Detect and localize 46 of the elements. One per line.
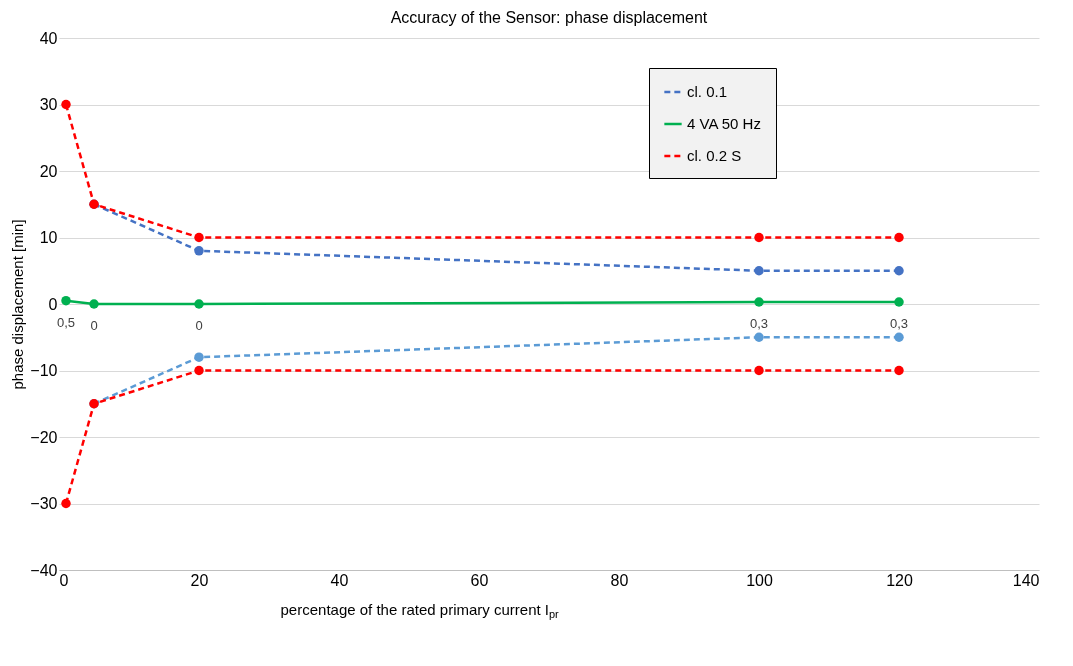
point xyxy=(894,266,904,276)
y-tick-label: −40 xyxy=(30,561,58,579)
point xyxy=(89,299,99,309)
legend-label: cl. 0.2 S xyxy=(687,147,742,164)
x-tick-label: 40 xyxy=(330,571,349,589)
y-tick-label: 10 xyxy=(39,229,58,246)
point xyxy=(754,365,764,376)
point xyxy=(61,295,71,306)
point xyxy=(894,297,904,307)
data-label: 0,3 xyxy=(749,316,769,332)
x-tick-label: 120 xyxy=(886,571,913,589)
data-label: 0,3 xyxy=(889,316,909,332)
x-tick-label: 0 xyxy=(59,571,69,589)
data-label: 0 xyxy=(195,318,203,333)
point xyxy=(194,299,204,309)
x-tick-label: 140 xyxy=(1012,571,1040,589)
y-tick-label: 30 xyxy=(39,96,58,113)
point xyxy=(194,352,204,362)
point xyxy=(754,266,764,276)
point xyxy=(61,99,71,110)
data-label: 0,5 xyxy=(56,314,76,330)
point xyxy=(754,297,764,307)
point xyxy=(894,232,904,243)
point xyxy=(194,246,204,256)
point xyxy=(194,232,204,243)
point xyxy=(894,365,904,376)
point xyxy=(61,498,71,509)
x-tick-label: 100 xyxy=(746,571,773,589)
y-tick-label: −30 xyxy=(30,495,58,512)
x-tick-label: 60 xyxy=(470,571,489,589)
data-label: 0 xyxy=(90,318,98,333)
x-tick-label: 80 xyxy=(610,571,629,589)
y-tick-label: 40 xyxy=(39,29,58,47)
point xyxy=(754,332,764,342)
y-tick-label: 20 xyxy=(39,162,58,180)
legend-label: 4 VA 50 Hz xyxy=(687,115,761,132)
y-tick-label: −10 xyxy=(30,362,58,379)
legend-label: cl. 0.1 xyxy=(687,83,728,100)
y-axis-title: phase displacement [min] xyxy=(9,219,27,390)
point xyxy=(194,365,204,376)
y-tick-label: −20 xyxy=(30,428,58,446)
point xyxy=(754,232,764,243)
y-tick-label: 0 xyxy=(48,295,58,313)
x-tick-label: 20 xyxy=(190,571,209,589)
chart-title: Accuracy of the Sensor: phase displacement xyxy=(390,9,708,26)
point xyxy=(894,332,904,342)
